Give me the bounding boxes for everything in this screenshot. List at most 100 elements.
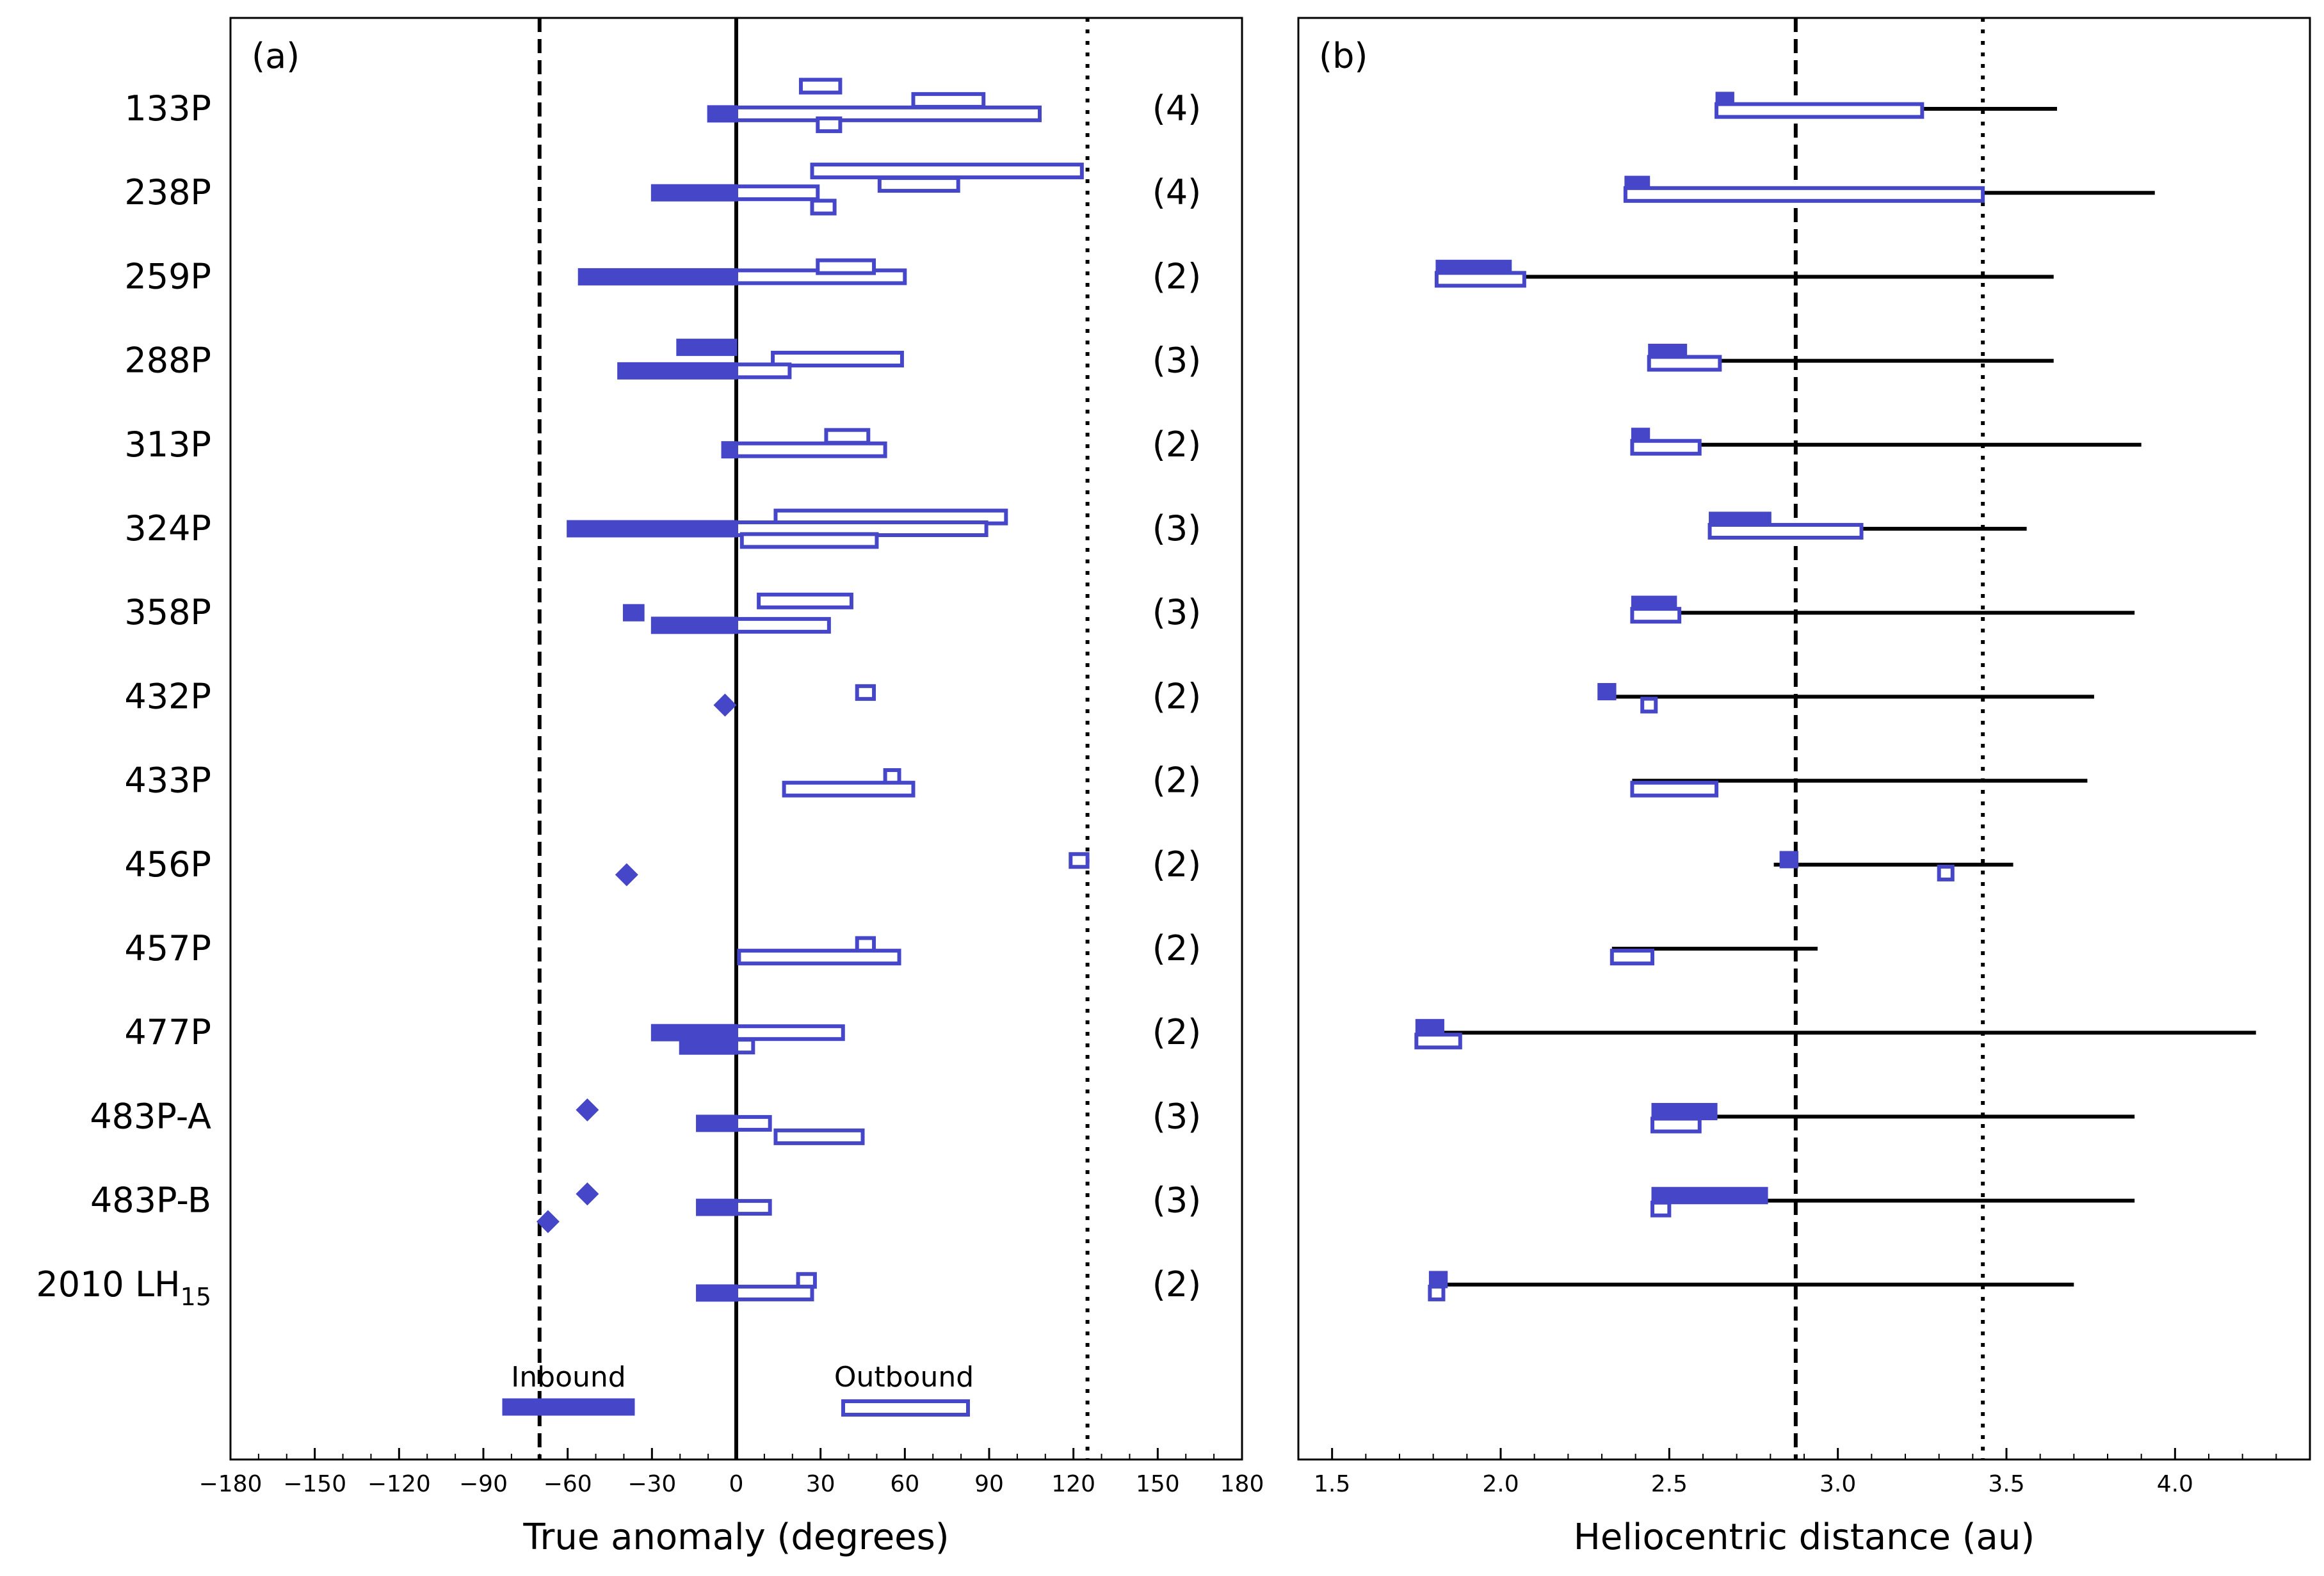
- outbound-bar: [734, 1024, 845, 1041]
- outbound-bar: [1640, 696, 1658, 714]
- outbound-bar: [824, 428, 871, 445]
- inbound-bar: [707, 105, 738, 123]
- outbound-bar: [1707, 522, 1864, 540]
- outbound-bar: [1630, 438, 1702, 456]
- row-count: (2): [1152, 256, 1202, 296]
- row-label: 288P: [124, 341, 211, 381]
- x-tick-label: 150: [1136, 1471, 1180, 1497]
- panel-b-x-axis: 1.5 2.0 2.5 3.0 3.5 4.0: [1298, 1448, 2311, 1497]
- panel-a-x-axis-label: True anomaly (degrees): [522, 1516, 949, 1558]
- outbound-bar: [1069, 852, 1090, 869]
- outbound-bar: [757, 592, 853, 609]
- x-tick-label: 3.5: [1988, 1471, 2024, 1497]
- row-label: 2010 LH15: [36, 1264, 211, 1311]
- row-count: (2): [1152, 424, 1202, 465]
- legend-outbound-swatch: [841, 1399, 970, 1417]
- outbound-bar: [734, 1114, 772, 1132]
- row-count: (2): [1152, 760, 1202, 801]
- outbound-bar: [1610, 949, 1655, 966]
- x-tick-label: −120: [367, 1471, 431, 1497]
- outbound-bar: [734, 1199, 772, 1216]
- outbound-bar: [877, 176, 960, 193]
- inbound-bar: [577, 268, 738, 285]
- inbound-bar: [622, 604, 645, 622]
- x-tick-label: 2.0: [1482, 1471, 1519, 1497]
- inbound-bar: [1779, 851, 1798, 869]
- x-tick-label: 180: [1220, 1471, 1264, 1497]
- outbound-bar: [1434, 271, 1526, 288]
- row-label: 433P: [124, 760, 211, 801]
- legend-outbound-label: Outbound: [834, 1361, 974, 1394]
- inbound-bar: [696, 1114, 738, 1132]
- panel-b-x-axis-label: Heliocentric distance (au): [1574, 1516, 2035, 1558]
- row-label: 259P: [124, 256, 211, 296]
- panel-b: 1.5 2.0 2.5 3.0 3.5 4.0 (b) Heliocentric dist…: [1297, 17, 2311, 1558]
- inbound-bar: [1597, 683, 1617, 701]
- outbound-bar: [734, 362, 792, 380]
- row-label: 313P: [124, 424, 211, 465]
- row-label: 324P: [124, 508, 211, 549]
- diamond-marker: [713, 693, 737, 717]
- panel-b-label: (b): [1319, 36, 1368, 76]
- outbound-bar: [734, 1038, 755, 1055]
- x-tick-label: 60: [890, 1471, 919, 1497]
- row-labels: 133P 238P 259P 288P 313P 324P 358P 432P 433P 456P…: [36, 88, 211, 1311]
- outbound-bar: [1623, 186, 1985, 203]
- inbound-bar: [1651, 1187, 1768, 1205]
- inbound-bar: [679, 1037, 738, 1055]
- row-count: (3): [1152, 508, 1202, 549]
- row-count: (3): [1152, 592, 1202, 632]
- outbound-bar: [1937, 864, 1955, 881]
- outbound-bar: [1650, 1200, 1672, 1218]
- outbound-bar: [773, 1128, 865, 1145]
- outbound-bar: [816, 116, 843, 133]
- panel-b-frame: [1297, 17, 2311, 1461]
- outbound-bar: [1428, 1284, 1446, 1301]
- outbound-bar: [798, 77, 843, 95]
- row-label: 456P: [124, 844, 211, 885]
- outbound-bar: [810, 163, 1084, 180]
- row-count: (2): [1152, 1264, 1202, 1305]
- x-tick-label: 30: [806, 1471, 835, 1497]
- diamond-marker: [576, 1182, 599, 1206]
- panel-a: −180 −150 −120 −90 −60 −30 0 30 60 90 120 150 180 (a…: [199, 17, 1264, 1558]
- row-count: (2): [1152, 928, 1202, 969]
- panel-a-marks: [536, 18, 1090, 1459]
- row-counts: (4) (4) (2) (3) (2) (3) (3) (2) (2) (2) (2) (2) (3) (…: [1152, 88, 1202, 1305]
- row-label: 133P: [124, 88, 211, 129]
- outbound-bar: [734, 1284, 814, 1301]
- x-tick-label: 3.0: [1820, 1471, 1856, 1497]
- row-count: (4): [1152, 88, 1202, 129]
- outbound-bar: [734, 105, 1042, 122]
- row-count: (3): [1152, 1096, 1202, 1136]
- row-label: 358P: [124, 592, 211, 632]
- outbound-bar: [810, 198, 837, 216]
- outbound-bar: [855, 684, 876, 701]
- row-label: 238P: [124, 172, 211, 213]
- outbound-bar: [1630, 607, 1682, 624]
- row-count: (3): [1152, 1180, 1202, 1221]
- x-tick-label: 1.5: [1314, 1471, 1350, 1497]
- outbound-bar: [782, 780, 916, 798]
- row-label: 432P: [124, 676, 211, 716]
- row-count: (2): [1152, 1012, 1202, 1052]
- outbound-bar: [737, 949, 901, 966]
- outbound-bar: [1414, 1033, 1462, 1050]
- diamond-marker: [615, 863, 638, 887]
- diamond-marker: [536, 1210, 560, 1234]
- x-tick-label: −180: [199, 1471, 262, 1497]
- outbound-bar: [1630, 780, 1719, 798]
- panel-b-marks: [1414, 18, 2256, 1459]
- inbound-bar: [650, 616, 738, 634]
- row-label: 483P-B: [90, 1180, 211, 1221]
- x-tick-label: 4.0: [2157, 1471, 2193, 1497]
- inbound-bar: [696, 1198, 738, 1216]
- legend-inbound-label: Inbound: [511, 1361, 625, 1394]
- inbound-bar: [567, 520, 738, 538]
- inbound-bar: [721, 441, 738, 459]
- row-count: (3): [1152, 341, 1202, 381]
- outbound-bar: [734, 616, 831, 634]
- x-tick-label: −30: [627, 1471, 676, 1497]
- row-label: 483P-A: [90, 1096, 211, 1136]
- outbound-bar: [1715, 102, 1925, 119]
